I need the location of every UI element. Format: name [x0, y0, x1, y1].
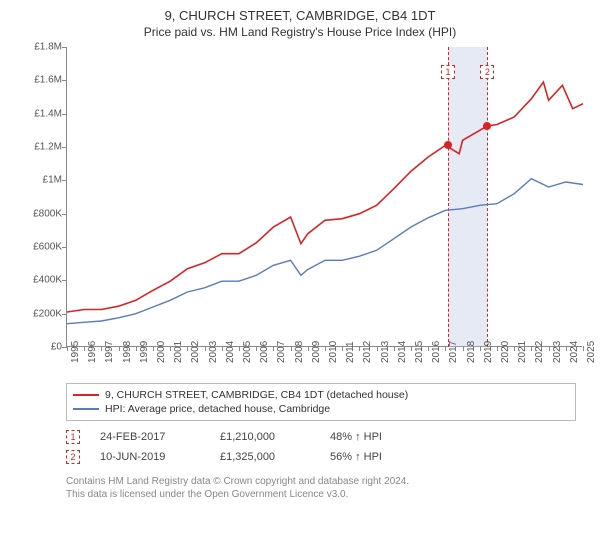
sale-marker-box-2: 2: [480, 65, 494, 79]
sales-marker-1: 1: [66, 430, 80, 444]
y-tick-label: £0: [22, 342, 62, 353]
chart-area: 1 2 1995 1996 1997 1998 1999 2000 2001 2002 2003 2…: [22, 47, 582, 377]
legend-label-property: 9, CHURCH STREET, CAMBRIDGE, CB4 1DT (de…: [105, 389, 408, 401]
x-tick-label: 2010: [328, 341, 339, 363]
footer-line-1: Contains HM Land Registry data © Crown c…: [66, 475, 586, 488]
sales-row-2: 2 10-JUN-2019 £1,325,000 56% ↑ HPI: [66, 447, 576, 467]
sales-pct-2: 56% ↑ HPI: [330, 451, 430, 463]
x-tick-label: 1996: [87, 341, 98, 363]
legend-label-hpi: HPI: Average price, detached house, Camb…: [105, 403, 330, 415]
x-tick-label: 1997: [104, 341, 115, 363]
x-tick-label: 2019: [483, 341, 494, 363]
x-tick-label: 2024: [569, 341, 580, 363]
chart-title: 9, CHURCH STREET, CAMBRIDGE, CB4 1DT: [14, 8, 586, 23]
x-tick-label: 2005: [242, 341, 253, 363]
sales-date-1: 24-FEB-2017: [100, 431, 200, 443]
x-tick-label: 2014: [397, 341, 408, 363]
x-tick-label: 2020: [500, 341, 511, 363]
y-tick-label: £800K: [22, 208, 62, 219]
x-tick-label: 2000: [156, 341, 167, 363]
x-tick-label: 2003: [208, 341, 219, 363]
legend-swatch-property: [73, 394, 99, 396]
x-tick-label: 2022: [534, 341, 545, 363]
legend-row-property: 9, CHURCH STREET, CAMBRIDGE, CB4 1DT (de…: [73, 388, 569, 402]
sale-dot-2: [483, 122, 491, 130]
x-tick-label: 2004: [225, 341, 236, 363]
footer-line-2: This data is licensed under the Open Gov…: [66, 488, 586, 501]
legend-row-hpi: HPI: Average price, detached house, Camb…: [73, 402, 569, 416]
x-tick-label: 1995: [70, 341, 81, 363]
legend-box: 9, CHURCH STREET, CAMBRIDGE, CB4 1DT (de…: [66, 383, 576, 421]
y-tick-label: £400K: [22, 275, 62, 286]
footer-attribution: Contains HM Land Registry data © Crown c…: [66, 475, 586, 501]
y-tick-label: £200K: [22, 308, 62, 319]
x-tick-label: 2001: [173, 341, 184, 363]
series-property: [67, 82, 583, 312]
sales-price-2: £1,325,000: [220, 451, 310, 463]
x-tick-label: 2012: [362, 341, 373, 363]
sales-table: 1 24-FEB-2017 £1,210,000 48% ↑ HPI 2 10-…: [66, 427, 576, 467]
sales-date-2: 10-JUN-2019: [100, 451, 200, 463]
sales-marker-2: 2: [66, 450, 80, 464]
sales-pct-1: 48% ↑ HPI: [330, 431, 430, 443]
x-tick-label: 1998: [122, 341, 133, 363]
x-tick-label: 2006: [259, 341, 270, 363]
y-tick-label: £1.8M: [22, 42, 62, 53]
chart-subtitle: Price paid vs. HM Land Registry's House …: [14, 25, 586, 39]
x-tick-label: 2023: [552, 341, 563, 363]
x-tick-label: 2025: [586, 341, 597, 363]
sales-price-1: £1,210,000: [220, 431, 310, 443]
x-tick-label: 2013: [380, 341, 391, 363]
y-tick-label: £1.6M: [22, 75, 62, 86]
x-tick-label: 2008: [294, 341, 305, 363]
x-tick-label: 2018: [466, 341, 477, 363]
x-tick-label: 2009: [311, 341, 322, 363]
x-tick-label: 2011: [345, 341, 356, 363]
x-tick-label: 2016: [431, 341, 442, 363]
x-tick-label: 2021: [517, 341, 528, 363]
sale-marker-box-1: 1: [441, 65, 455, 79]
y-tick-label: £1.4M: [22, 108, 62, 119]
legend-swatch-hpi: [73, 408, 99, 410]
chart-container: 9, CHURCH STREET, CAMBRIDGE, CB4 1DT Pri…: [0, 0, 600, 560]
plot-region: 12 1995199619971998199920002001200220032…: [66, 47, 582, 347]
x-tick-label: 2002: [190, 341, 201, 363]
x-tick-label: 2017: [448, 341, 459, 363]
sale-dot-1: [444, 141, 452, 149]
y-tick-label: £600K: [22, 242, 62, 253]
x-tick-label: 2007: [276, 341, 287, 363]
sales-row-1: 1 24-FEB-2017 £1,210,000 48% ↑ HPI: [66, 427, 576, 447]
x-tick-label: 1999: [139, 341, 150, 363]
x-tick-label: 2015: [414, 341, 425, 363]
line-series-svg: [67, 47, 583, 347]
y-tick-label: £1M: [22, 175, 62, 186]
y-tick-label: £1.2M: [22, 142, 62, 153]
series-hpi: [67, 179, 583, 324]
